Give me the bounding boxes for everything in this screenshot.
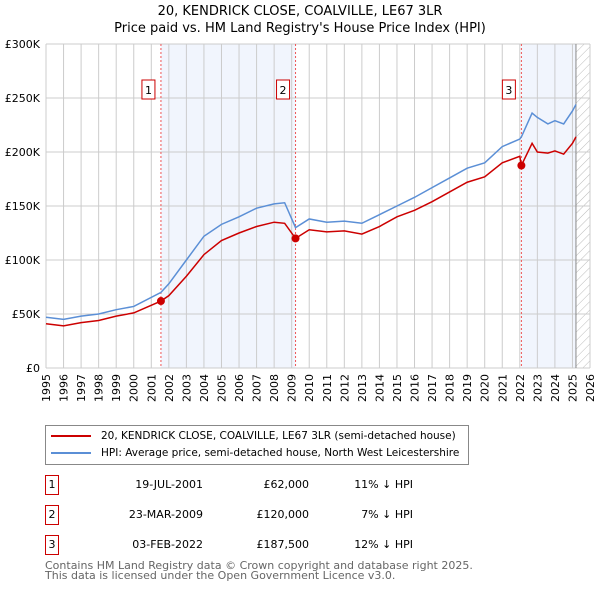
transaction-hpi: 7% ↓ HPI — [361, 508, 413, 521]
marker-label: 1 — [145, 84, 152, 97]
x-tick-label: 2024 — [549, 374, 562, 402]
x-tick-label: 2016 — [409, 374, 422, 402]
y-tick-label: £100K — [5, 254, 41, 267]
transaction-hpi: 12% ↓ HPI — [354, 538, 413, 551]
y-tick-label: £50K — [12, 308, 41, 321]
legend-blue-line — [51, 452, 91, 454]
x-tick-label: 2021 — [496, 374, 509, 402]
chart-subtitle: Price paid vs. HM Land Registry's House … — [114, 21, 486, 36]
y-tick-label: £300K — [5, 38, 41, 51]
transaction-date: 19-JUL-2001 — [135, 478, 203, 491]
x-tick-label: 1997 — [75, 374, 88, 402]
x-tick-label: 2005 — [215, 374, 228, 402]
marker-badge — [501, 79, 516, 100]
legend-red-line — [51, 435, 91, 437]
x-tick-label: 2006 — [233, 374, 246, 402]
x-tick-label: 2022 — [514, 374, 527, 402]
x-tick-label: 2008 — [268, 374, 281, 402]
x-tick-label: 2002 — [163, 374, 176, 402]
x-tick-label: 2012 — [338, 374, 351, 402]
transaction-date: 23-MAR-2009 — [128, 508, 203, 521]
x-tick-label: 2011 — [321, 374, 334, 402]
property-line — [45, 136, 577, 327]
transaction-price: £62,000 — [263, 478, 310, 491]
sale-point — [517, 161, 526, 170]
y-tick-label: £200K — [5, 146, 41, 159]
x-tick-label: 2018 — [444, 374, 457, 402]
x-tick-label: 2000 — [128, 374, 141, 402]
x-tick-label: 2009 — [286, 374, 299, 402]
x-tick-label: 2015 — [391, 374, 404, 402]
transaction-badge: 1 — [45, 475, 59, 495]
y-tick-label: £150K — [5, 200, 41, 213]
marker-label: 3 — [505, 84, 512, 97]
x-tick-label: 2017 — [426, 374, 439, 402]
x-tick-label: 2014 — [373, 374, 386, 402]
marker-badge — [141, 79, 156, 100]
transaction-price: £187,500 — [256, 538, 310, 551]
transaction-row: 2 23-MAR-2009 £120,000 7% ↓ HPI — [45, 505, 465, 525]
x-tick-label: 2013 — [356, 374, 369, 402]
transaction-badge: 2 — [45, 505, 59, 525]
legend-hpi: HPI: Average price, semi-detached house,… — [101, 447, 460, 459]
chart-title: 20, KENDRICK CLOSE, COALVILLE, LE67 3LR — [157, 4, 443, 19]
transaction-price: £120,000 — [256, 508, 310, 521]
x-tick-label: 2019 — [461, 374, 474, 402]
x-tick-label: 1998 — [93, 374, 106, 402]
x-tick-label: 2010 — [303, 374, 316, 402]
legend-property: 20, KENDRICK CLOSE, COALVILLE, LE67 3LR … — [101, 430, 456, 442]
y-tick-label: £250K — [5, 92, 41, 105]
marker-badge — [276, 79, 291, 100]
footer-line1: Contains HM Land Registry data © Crown c… — [45, 559, 473, 572]
transaction-row: 1 19-JUL-2001 £62,000 11% ↓ HPI — [45, 475, 465, 495]
x-tick-label: 2026 — [584, 374, 597, 402]
sale-point — [156, 297, 165, 306]
x-tick-label: 2004 — [198, 374, 211, 402]
x-tick-label: 2007 — [251, 374, 264, 402]
plot: 1995 1996 1997 1998 1999 2000 2001 2002 2003 2004… — [5, 38, 597, 402]
hpi-line — [45, 104, 577, 321]
footer: Contains HM Land Registry data © Crown c… — [45, 559, 473, 582]
footer-line2: This data is licensed under the Open Gov… — [45, 569, 396, 582]
x-tick-label: 2025 — [566, 374, 579, 402]
legend: 20, KENDRICK CLOSE, COALVILLE, LE67 3LR … — [45, 425, 469, 465]
transaction-date: 03-FEB-2022 — [132, 538, 203, 551]
marker-label: 2 — [280, 84, 287, 97]
x-tick-label: 1996 — [58, 374, 71, 402]
x-tick-label: 2003 — [180, 374, 193, 402]
y-tick-label: £0 — [26, 362, 40, 375]
x-tick-label: 2023 — [531, 374, 544, 402]
x-tick-label: 1999 — [110, 374, 123, 402]
x-tick-label: 2001 — [145, 374, 158, 402]
x-tick-label: 1995 — [40, 374, 53, 402]
transaction-badge: 3 — [45, 535, 59, 555]
transaction-hpi: 11% ↓ HPI — [354, 478, 413, 491]
transaction-row: 3 03-FEB-2022 £187,500 12% ↓ HPI — [45, 535, 465, 555]
sale-point — [291, 234, 300, 243]
x-tick-label: 2020 — [479, 374, 492, 402]
